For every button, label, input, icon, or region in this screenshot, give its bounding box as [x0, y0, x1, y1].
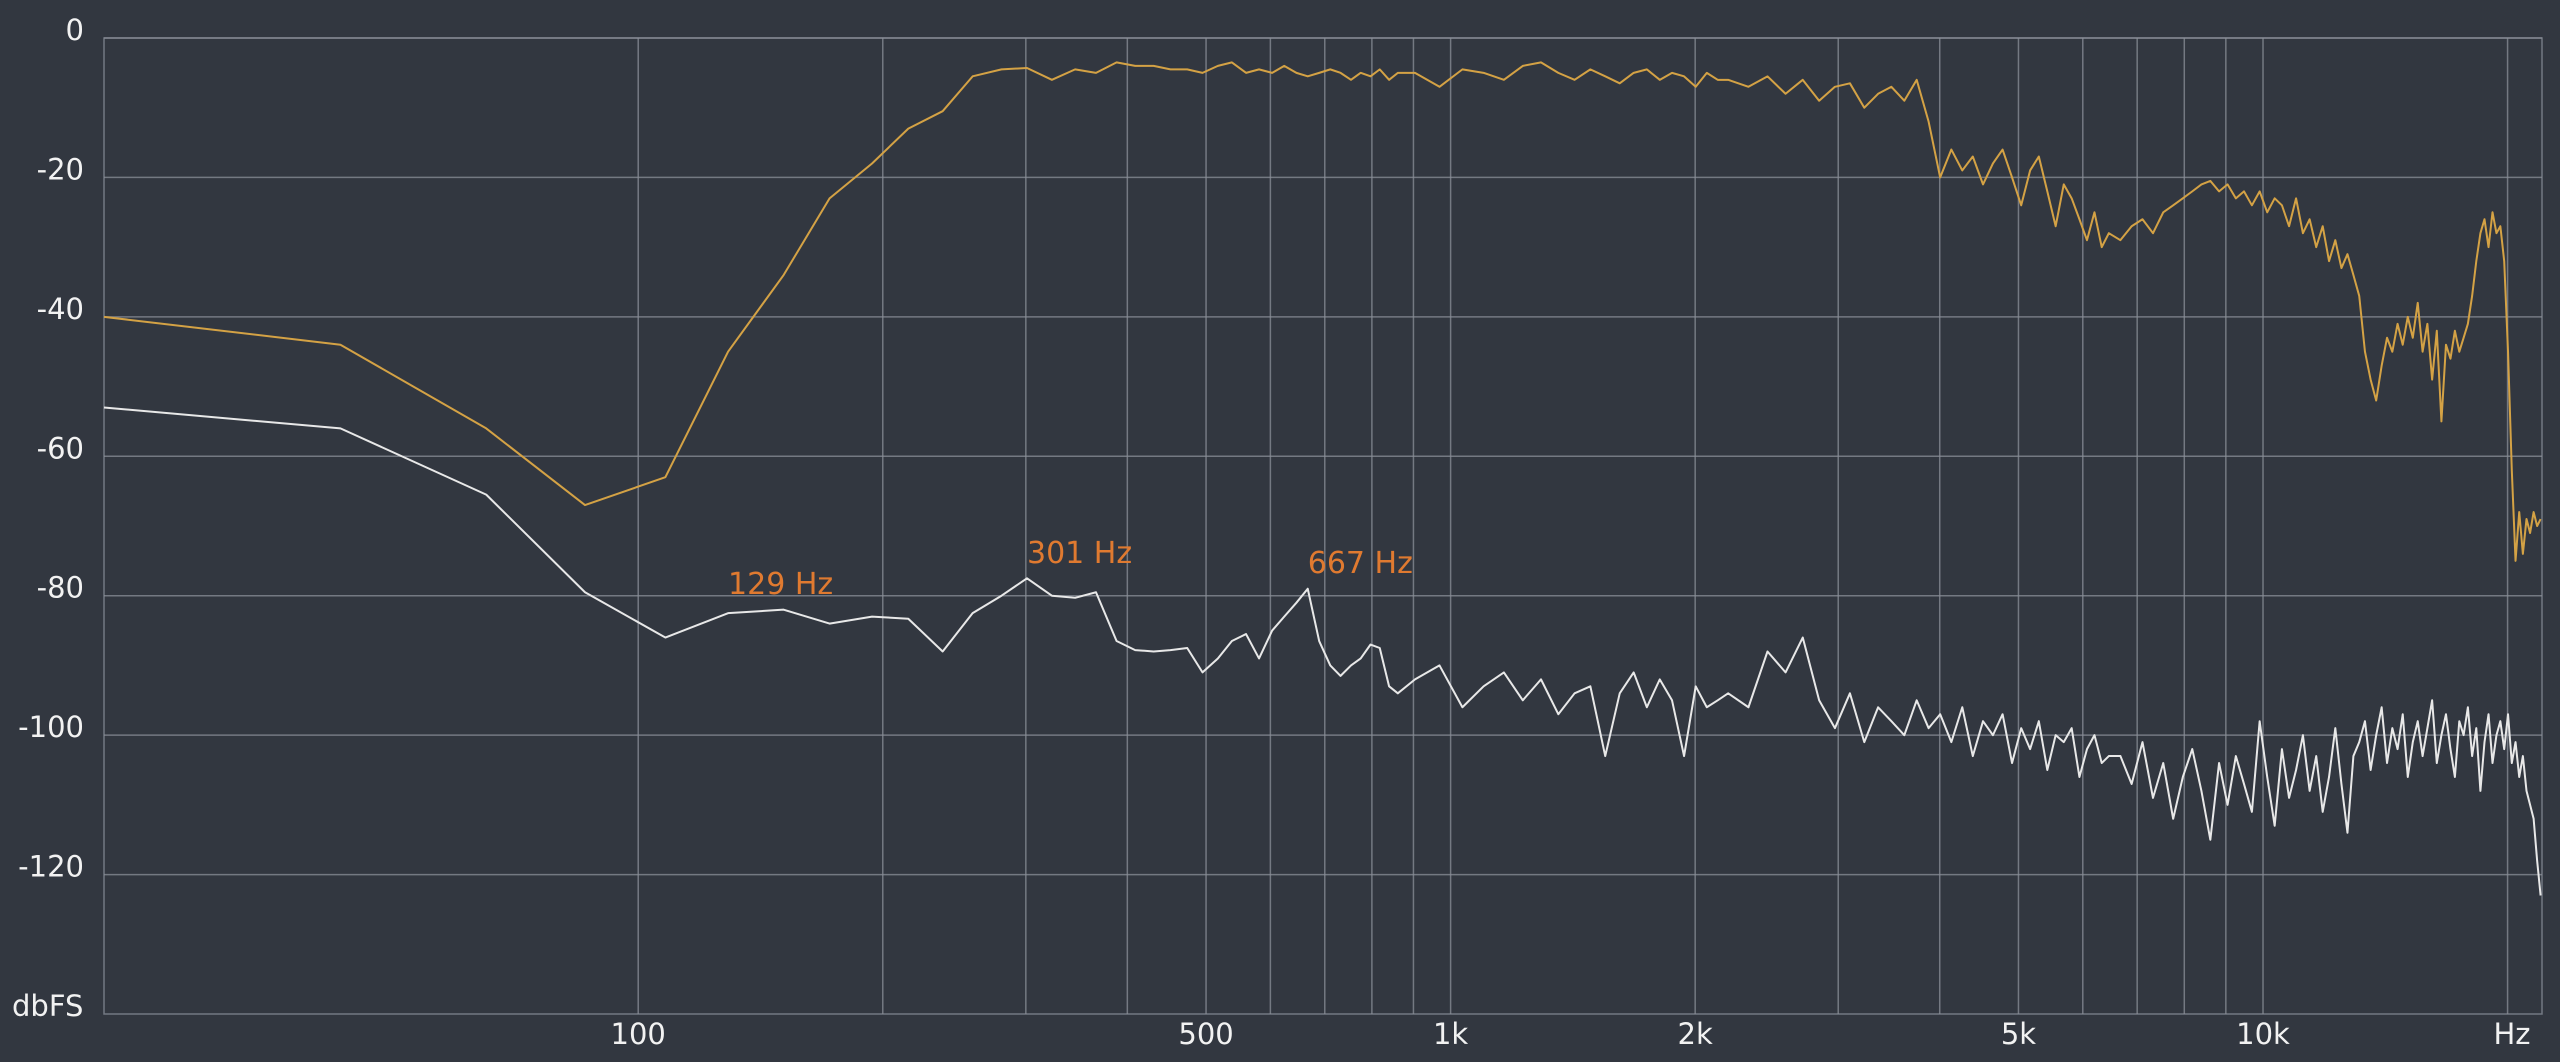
y-tick-label: 0 [66, 13, 84, 47]
x-tick-label: 2k [1678, 1017, 1713, 1051]
peak-annotation: 667 Hz [1308, 546, 1413, 581]
x-tick-label: 100 [611, 1017, 666, 1051]
peak-annotation: 301 Hz [1027, 536, 1132, 571]
y-tick-label: -60 [37, 431, 84, 465]
x-tick-label: 5k [2001, 1017, 2036, 1051]
y-tick-label: -100 [18, 710, 84, 744]
y-tick-label: -120 [18, 850, 84, 884]
x-tick-label: 500 [1178, 1017, 1233, 1051]
series-line [103, 406, 2542, 896]
x-tick-label: 1k [1433, 1017, 1468, 1051]
series-line [103, 61, 2542, 562]
y-tick-label: -20 [37, 152, 84, 186]
y-tick-label: -40 [37, 292, 84, 326]
plot-frame [103, 37, 2543, 1015]
y-axis-label: dbFS [12, 989, 83, 1023]
y-tick-label: -80 [37, 571, 84, 605]
x-axis-label: Hz [2493, 1017, 2530, 1051]
peak-annotation: 129 Hz [728, 567, 833, 602]
x-tick-label: 10k [2236, 1017, 2290, 1051]
